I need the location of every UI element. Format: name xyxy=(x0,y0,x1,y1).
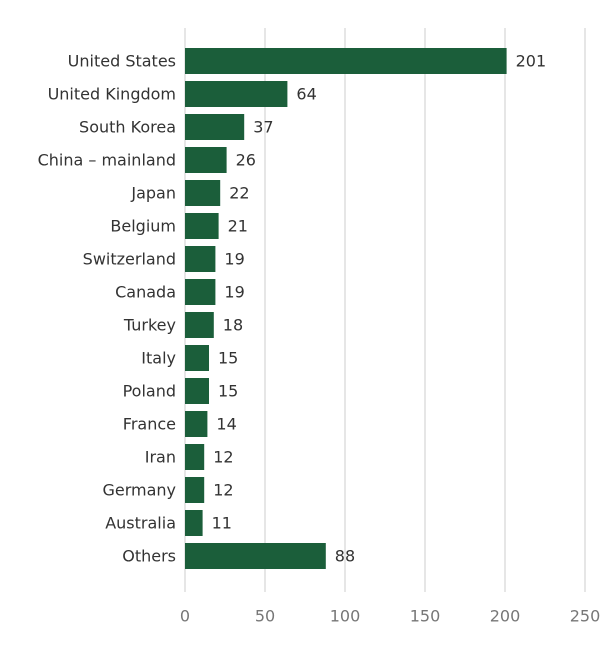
bar xyxy=(185,345,209,371)
x-tick-label: 200 xyxy=(490,607,521,626)
bar xyxy=(185,81,288,107)
y-tick-label: Belgium xyxy=(110,217,176,236)
data-label: 21 xyxy=(228,217,248,236)
y-tick-label: Turkey xyxy=(123,316,176,335)
y-tick-label: Italy xyxy=(141,349,176,368)
data-label: 11 xyxy=(212,514,232,533)
data-label: 15 xyxy=(218,349,238,368)
data-label: 12 xyxy=(213,448,233,467)
y-tick-label: South Korea xyxy=(79,118,176,137)
data-label: 64 xyxy=(296,85,316,104)
bar xyxy=(185,477,205,503)
bar xyxy=(185,114,245,140)
x-tick-label: 250 xyxy=(570,607,601,626)
y-tick-label: China – mainland xyxy=(38,151,176,170)
y-tick-label: Poland xyxy=(123,382,176,401)
bar xyxy=(185,312,214,338)
data-label: 26 xyxy=(236,151,256,170)
x-tick-label: 50 xyxy=(255,607,275,626)
x-tick-label: 100 xyxy=(330,607,361,626)
bar xyxy=(185,411,208,437)
bar xyxy=(185,180,221,206)
y-tick-label: Iran xyxy=(145,448,176,467)
data-label: 15 xyxy=(218,382,238,401)
bar xyxy=(185,48,507,74)
bar xyxy=(185,246,216,272)
data-label: 19 xyxy=(224,283,244,302)
y-tick-label: Switzerland xyxy=(83,250,176,269)
x-tick-label: 150 xyxy=(410,607,441,626)
bar xyxy=(185,213,219,239)
data-label: 88 xyxy=(335,547,355,566)
data-label: 201 xyxy=(516,52,547,71)
y-tick-label: United Kingdom xyxy=(48,85,176,104)
x-tick-label: 0 xyxy=(180,607,190,626)
y-tick-label: Germany xyxy=(102,481,176,500)
y-tick-label: Japan xyxy=(130,184,176,203)
data-label: 18 xyxy=(223,316,243,335)
y-tick-label: Others xyxy=(122,547,176,566)
y-tick-label: France xyxy=(123,415,176,434)
bar xyxy=(185,378,209,404)
data-label: 12 xyxy=(213,481,233,500)
data-label: 37 xyxy=(253,118,273,137)
y-tick-label: United States xyxy=(68,52,176,71)
y-tick-label: Australia xyxy=(105,514,176,533)
data-label: 19 xyxy=(224,250,244,269)
bar xyxy=(185,279,216,305)
bar xyxy=(185,543,326,569)
bar xyxy=(185,147,227,173)
data-label: 14 xyxy=(216,415,236,434)
data-label: 22 xyxy=(229,184,249,203)
y-tick-label: Canada xyxy=(115,283,176,302)
bar xyxy=(185,510,203,536)
bar xyxy=(185,444,205,470)
